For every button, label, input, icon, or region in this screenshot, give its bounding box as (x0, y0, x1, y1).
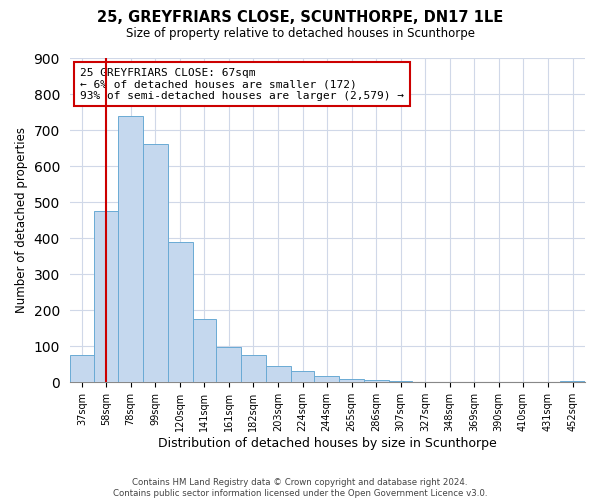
Bar (241, 356, 266, 382)
Y-axis label: Number of detached properties: Number of detached properties (15, 127, 28, 313)
Bar (560, 380, 585, 382)
Bar (339, 378, 364, 382)
Text: 25 GREYFRIARS CLOSE: 67sqm
← 6% of detached houses are smaller (172)
93% of semi: 25 GREYFRIARS CLOSE: 67sqm ← 6% of detac… (80, 68, 404, 101)
Bar (290, 371, 314, 382)
Bar (314, 376, 339, 382)
Text: 25, GREYFRIARS CLOSE, SCUNTHORPE, DN17 1LE: 25, GREYFRIARS CLOSE, SCUNTHORPE, DN17 1… (97, 10, 503, 25)
Bar (364, 380, 389, 382)
Bar (216, 347, 241, 382)
Text: Size of property relative to detached houses in Scunthorpe: Size of property relative to detached ho… (125, 28, 475, 40)
Text: Contains HM Land Registry data © Crown copyright and database right 2024.
Contai: Contains HM Land Registry data © Crown c… (113, 478, 487, 498)
Bar (193, 320, 216, 382)
Bar (168, 242, 193, 382)
Bar (266, 366, 290, 382)
Bar (143, 144, 168, 382)
Bar (118, 116, 143, 382)
Bar (94, 211, 118, 382)
Bar (70, 356, 94, 382)
X-axis label: Distribution of detached houses by size in Scunthorpe: Distribution of detached houses by size … (158, 437, 497, 450)
